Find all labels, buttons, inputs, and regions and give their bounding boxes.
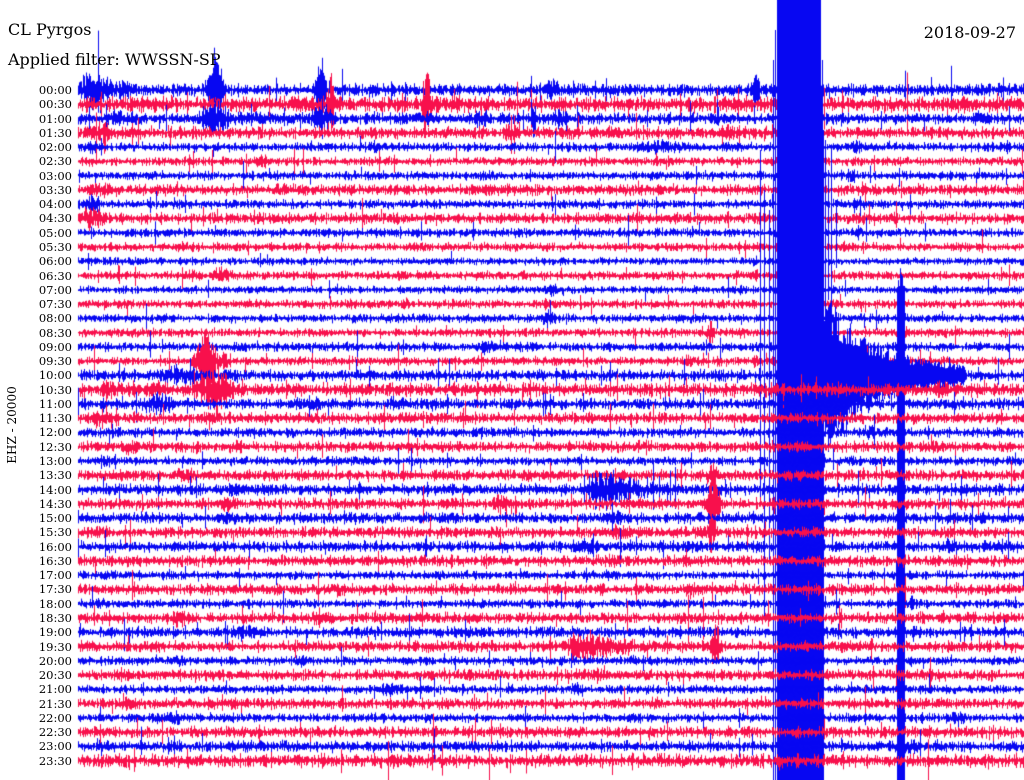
time-label: 23:30 [38,753,72,768]
time-label: 21:30 [38,696,72,711]
time-label: 13:00 [38,454,72,469]
time-label: 00:00 [38,83,72,97]
time-label: 01:00 [38,111,72,126]
time-label: 02:00 [38,140,72,155]
time-label: 20:30 [38,668,72,683]
time-label: 14:00 [38,482,72,497]
time-label: 18:30 [38,610,72,625]
time-label: 17:00 [38,568,72,583]
time-label: 03:30 [38,182,72,197]
time-label: 22:00 [38,710,72,725]
time-label: 01:30 [38,125,72,140]
time-label: 19:30 [38,639,72,654]
time-label: 16:00 [38,539,72,554]
time-label: 05:30 [38,239,72,254]
time-label: 18:00 [38,596,72,611]
time-label: 11:30 [38,411,72,426]
time-label: 04:30 [38,211,72,226]
time-label: 16:30 [38,553,72,568]
time-label: 19:00 [38,625,72,640]
time-label: 09:30 [38,354,72,369]
time-label: 08:30 [38,325,72,340]
time-label: 13:30 [38,468,72,483]
time-axis: 00:00 00:30 01:00 01:30 02:00 02:30 03:00 03:30… [0,0,75,780]
time-label: 15:30 [38,525,72,540]
time-label: 03:00 [38,168,72,183]
time-label: 07:30 [38,297,72,312]
time-label: 04:00 [38,197,72,212]
time-label: 10:30 [38,382,72,397]
time-label: 15:00 [38,511,72,526]
time-label: 08:00 [38,311,72,326]
time-label: 00:30 [38,97,72,112]
time-label: 06:30 [38,268,72,283]
time-label: 14:30 [38,496,72,511]
channel-scale-label: EHZ - 20000 [5,386,19,464]
time-label: 09:00 [38,339,72,354]
station-title: CL Pyrgos [8,20,92,39]
time-label: 07:00 [38,282,72,297]
time-label: 12:30 [38,439,72,454]
time-label: 06:00 [38,254,72,269]
time-label: 12:00 [38,425,72,440]
time-label: 05:00 [38,225,72,240]
time-label: 21:00 [38,682,72,697]
date-label: 2018-09-27 [923,23,1016,42]
time-label: 11:00 [38,396,72,411]
time-label: 20:00 [38,653,72,668]
time-label: 22:30 [38,725,72,740]
time-label: 17:30 [38,582,72,597]
filter-label: Applied filter: WWSSN-SP [8,50,221,69]
time-label: 23:00 [38,739,72,754]
time-label: 02:30 [38,154,72,169]
time-label: 10:00 [38,368,72,383]
